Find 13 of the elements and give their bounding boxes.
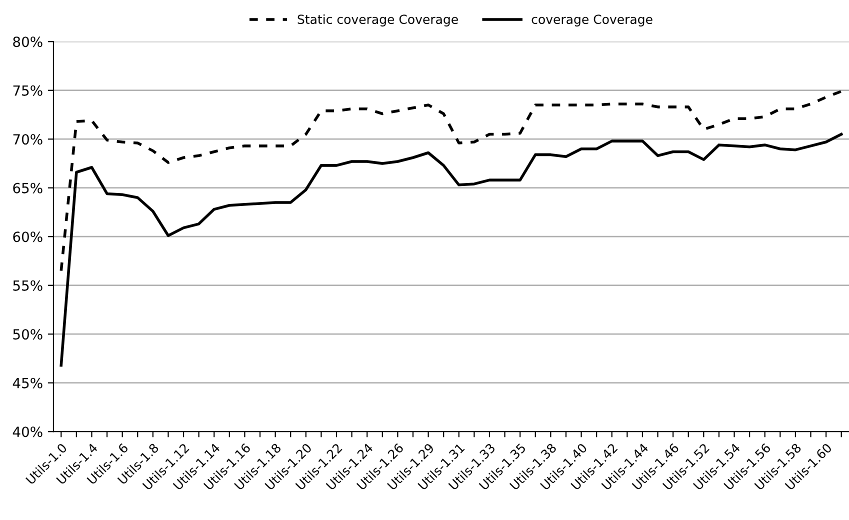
y-tick-label: 80% xyxy=(13,36,42,48)
y-tick-label: 65% xyxy=(13,182,42,194)
y-tick-label: 40% xyxy=(12,426,42,438)
legend-label: Static coverage Coverage xyxy=(298,14,458,26)
y-tick-label: 55% xyxy=(13,280,42,291)
line-series xyxy=(60,132,843,367)
y-tick-label: 70% xyxy=(13,134,42,145)
line-series xyxy=(60,90,843,272)
legend-label: coverage Coverage xyxy=(532,14,652,26)
y-tick-label: 75% xyxy=(13,85,42,96)
y-tick-label: 50% xyxy=(13,329,42,340)
y-tick-label: 60% xyxy=(13,232,42,242)
y-tick-label: 45% xyxy=(12,378,42,388)
